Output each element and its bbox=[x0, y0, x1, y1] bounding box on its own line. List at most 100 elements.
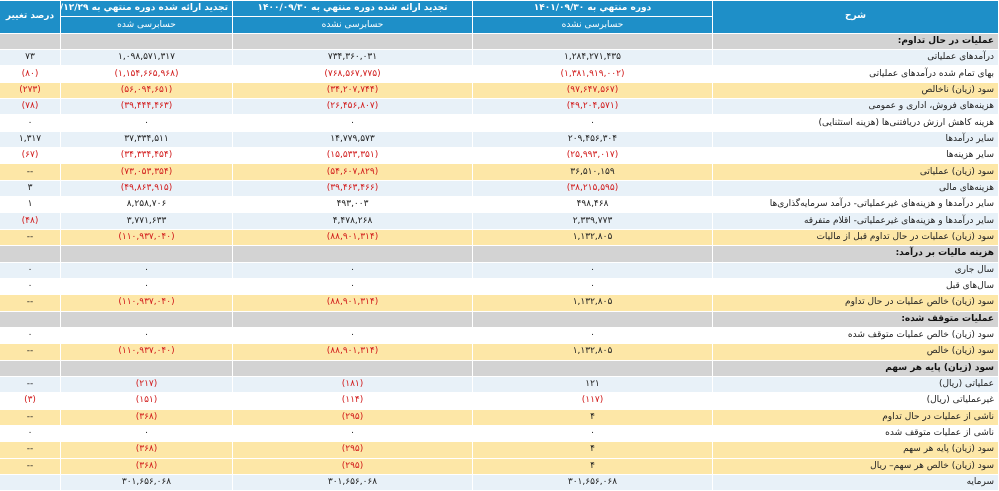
section-header-row: عمليات متوقف شده: bbox=[0, 310, 999, 328]
table-row: درآمدهای عملياتی ۱,۲۸۴,۲۷۱,۴۳۵ ۷۳۴,۳۶۰,۰۳۱… bbox=[0, 49, 999, 67]
row-label: عمليات متوقف شده: bbox=[712, 310, 999, 328]
value-period-current: ۱,۱۳۲,۸۰۵ bbox=[472, 228, 713, 247]
value-period-current: ۰ bbox=[472, 261, 713, 279]
value-period-prior: (۲۹۵) bbox=[232, 457, 473, 475]
value-year-prior: (۳۴,۳۳۴,۴۵۴) bbox=[60, 147, 233, 165]
value-change: ۰ bbox=[0, 326, 61, 345]
table-row: سود (زيان) پايه هر سهم ۴ (۲۹۵) (۳۶۸) -- bbox=[0, 441, 999, 459]
row-label: ناشی از عمليات متوقف شده bbox=[712, 424, 999, 443]
value-period-current: ۰ bbox=[472, 424, 713, 443]
value-change: -- bbox=[0, 163, 61, 181]
value-change: ۷۳ bbox=[0, 49, 61, 67]
row-label: سرمايه bbox=[712, 473, 999, 491]
value-period-prior: (۱۸۱) bbox=[232, 375, 473, 394]
table-row: سود (زيان) خالص هر سهم– ريال ۴ (۲۹۵) (۳۶۸) -… bbox=[0, 457, 999, 475]
value-period-current bbox=[472, 32, 713, 51]
table-row: سود (زيان) خالص عمليات متوقف شده ۰ ۰ ۰ ۰ bbox=[0, 326, 999, 345]
row-label: عمليات در حال تداوم: bbox=[712, 32, 999, 51]
value-change: ۰ bbox=[0, 114, 61, 132]
value-period-prior: ۰ bbox=[232, 277, 473, 296]
table-row: سود (زيان) عملياتی ۳۶,۵۱۰,۱۵۹ (۵۴,۶۰۷,۸۲۹)… bbox=[0, 163, 999, 181]
table-row: ساير درآمدها و هزينه‌های غيرعملياتی- درآ… bbox=[0, 196, 999, 214]
value-year-prior: ۳۰۱,۶۵۶,۰۶۸ bbox=[60, 473, 233, 491]
value-change: ۱,۳۱۷ bbox=[0, 130, 61, 149]
value-period-current: (۳۸,۲۱۵,۵۹۵) bbox=[472, 179, 713, 198]
value-period-current: ۰ bbox=[472, 114, 713, 132]
value-change: -- bbox=[0, 457, 61, 475]
value-period-prior: ۷۳۴,۳۶۰,۰۳۱ bbox=[232, 49, 473, 67]
row-label: درآمدهای عملياتی bbox=[712, 49, 999, 67]
header-desc: شرح bbox=[712, 0, 999, 34]
value-year-prior: ۰ bbox=[60, 261, 233, 279]
value-year-prior: (۳۹,۴۴۴,۴۶۳) bbox=[60, 98, 233, 116]
value-period-current: ۴ bbox=[472, 408, 713, 426]
value-year-prior: ۰ bbox=[60, 277, 233, 296]
value-period-prior: ۱۴,۷۷۹,۵۷۳ bbox=[232, 130, 473, 149]
header-row: شرح دوره منتهي به ۱۴۰۱/۰۹/۳۰ تجديد ارائه… bbox=[0, 0, 999, 34]
value-period-prior: (۳۹,۴۶۳,۴۶۶) bbox=[232, 179, 473, 198]
table-row: سود (زيان) ناخالص (۹۷,۶۴۷,۵۶۷) (۳۴,۲۰۷,۷۴۴… bbox=[0, 81, 999, 100]
value-year-prior: ۸,۲۵۸,۷۰۶ bbox=[60, 196, 233, 214]
value-period-current: (۴۹,۲۰۴,۵۷۱) bbox=[472, 98, 713, 116]
value-period-current: ۴ bbox=[472, 441, 713, 459]
value-change: -- bbox=[0, 343, 61, 361]
value-change: ۰ bbox=[0, 424, 61, 443]
value-change: (۸۰) bbox=[0, 65, 61, 83]
value-change: -- bbox=[0, 408, 61, 426]
table-row: سود (زيان) خالص ۱,۱۳۲,۸۰۵ (۸۸,۹۰۱,۳۱۴) (۱۱۰… bbox=[0, 343, 999, 361]
value-year-prior: (۱۱۰,۹۳۷,۰۴۰) bbox=[60, 343, 233, 361]
table-row: هزينه کاهش ارزش دريافتنی‌ها (هزينه استثن… bbox=[0, 114, 999, 132]
value-change: -- bbox=[0, 375, 61, 394]
value-period-current: ۳۰۱,۶۵۶,۰۶۸ bbox=[472, 473, 713, 491]
row-label: هزينه کاهش ارزش دريافتنی‌ها (هزينه استثن… bbox=[712, 114, 999, 132]
section-header-row: سود (زيان) پايه هر سهم bbox=[0, 359, 999, 377]
row-label: سال جاری bbox=[712, 261, 999, 279]
value-change: (۴۸) bbox=[0, 212, 61, 230]
value-period-prior: (۱۵,۵۳۳,۳۵۱) bbox=[232, 147, 473, 165]
value-period-prior: (۲۹۵) bbox=[232, 441, 473, 459]
row-label: هزينه ماليات بر درآمد: bbox=[712, 245, 999, 263]
section-header-row: هزينه ماليات بر درآمد: bbox=[0, 245, 999, 263]
row-label: ساير درآمدها و هزينه‌های غيرعملياتی- اقل… bbox=[712, 212, 999, 230]
table-row: ناشی از عمليات متوقف شده ۰ ۰ ۰ ۰ bbox=[0, 424, 999, 443]
table-row: سود (زيان) عمليات در حال تداوم قبل از ما… bbox=[0, 228, 999, 247]
row-label: ساير هزينه‌ها bbox=[712, 147, 999, 165]
value-period-prior bbox=[232, 32, 473, 51]
audit-status-year: حسابرسی شده bbox=[60, 16, 233, 34]
value-year-prior bbox=[60, 245, 233, 263]
value-period-current: ۲۰۹,۴۵۶,۳۰۴ bbox=[472, 130, 713, 149]
value-year-prior: ۳۷,۳۳۴,۵۱۱ bbox=[60, 130, 233, 149]
value-period-prior: (۷۶۸,۵۶۷,۷۷۵) bbox=[232, 65, 473, 83]
header-period-current: دوره منتهي به ۱۴۰۱/۰۹/۳۰ bbox=[472, 0, 713, 18]
row-label: هزينه‌های مالی bbox=[712, 179, 999, 198]
row-label: ساير درآمدها bbox=[712, 130, 999, 149]
value-period-current: ۱,۱۳۲,۸۰۵ bbox=[472, 343, 713, 361]
value-year-prior: (۳۶۸) bbox=[60, 408, 233, 426]
header-change: درصد تغيير bbox=[0, 0, 61, 34]
value-year-prior: (۱,۱۵۴,۶۶۵,۹۶۸) bbox=[60, 65, 233, 83]
row-label: هزينه‌های فروش، اداری و عمومی bbox=[712, 98, 999, 116]
value-year-prior: (۷۳,۰۵۳,۳۵۴) bbox=[60, 163, 233, 181]
value-period-current bbox=[472, 245, 713, 263]
row-label: سود (زيان) ناخالص bbox=[712, 81, 999, 100]
row-label: عملياتی (ريال) bbox=[712, 375, 999, 394]
table-row: سرمايه ۳۰۱,۶۵۶,۰۶۸ ۳۰۱,۶۵۶,۰۶۸ ۳۰۱,۶۵۶,۰۶۸ bbox=[0, 473, 999, 491]
value-period-prior bbox=[232, 359, 473, 377]
audit-status-prior: حسابرسی نشده bbox=[232, 16, 473, 34]
value-change: (۲۷۳) bbox=[0, 81, 61, 100]
value-period-current: ۱۲۱ bbox=[472, 375, 713, 394]
value-year-prior: ۳,۷۷۱,۶۳۳ bbox=[60, 212, 233, 230]
value-period-prior: ۰ bbox=[232, 114, 473, 132]
value-year-prior: (۲۱۷) bbox=[60, 375, 233, 394]
value-change: ۳ bbox=[0, 179, 61, 198]
table-row: سال‌های قبل ۰ ۰ ۰ ۰ bbox=[0, 277, 999, 296]
table-row: ناشی از عمليات در حال تداوم ۴ (۲۹۵) (۳۶۸) -- bbox=[0, 408, 999, 426]
value-period-prior: ۳۰۱,۶۵۶,۰۶۸ bbox=[232, 473, 473, 491]
value-period-prior: ۴۹۳,۰۰۳ bbox=[232, 196, 473, 214]
value-period-prior: ۰ bbox=[232, 261, 473, 279]
value-period-current bbox=[472, 310, 713, 328]
value-change bbox=[0, 32, 61, 51]
value-year-prior: ۰ bbox=[60, 326, 233, 345]
value-change: -- bbox=[0, 294, 61, 312]
